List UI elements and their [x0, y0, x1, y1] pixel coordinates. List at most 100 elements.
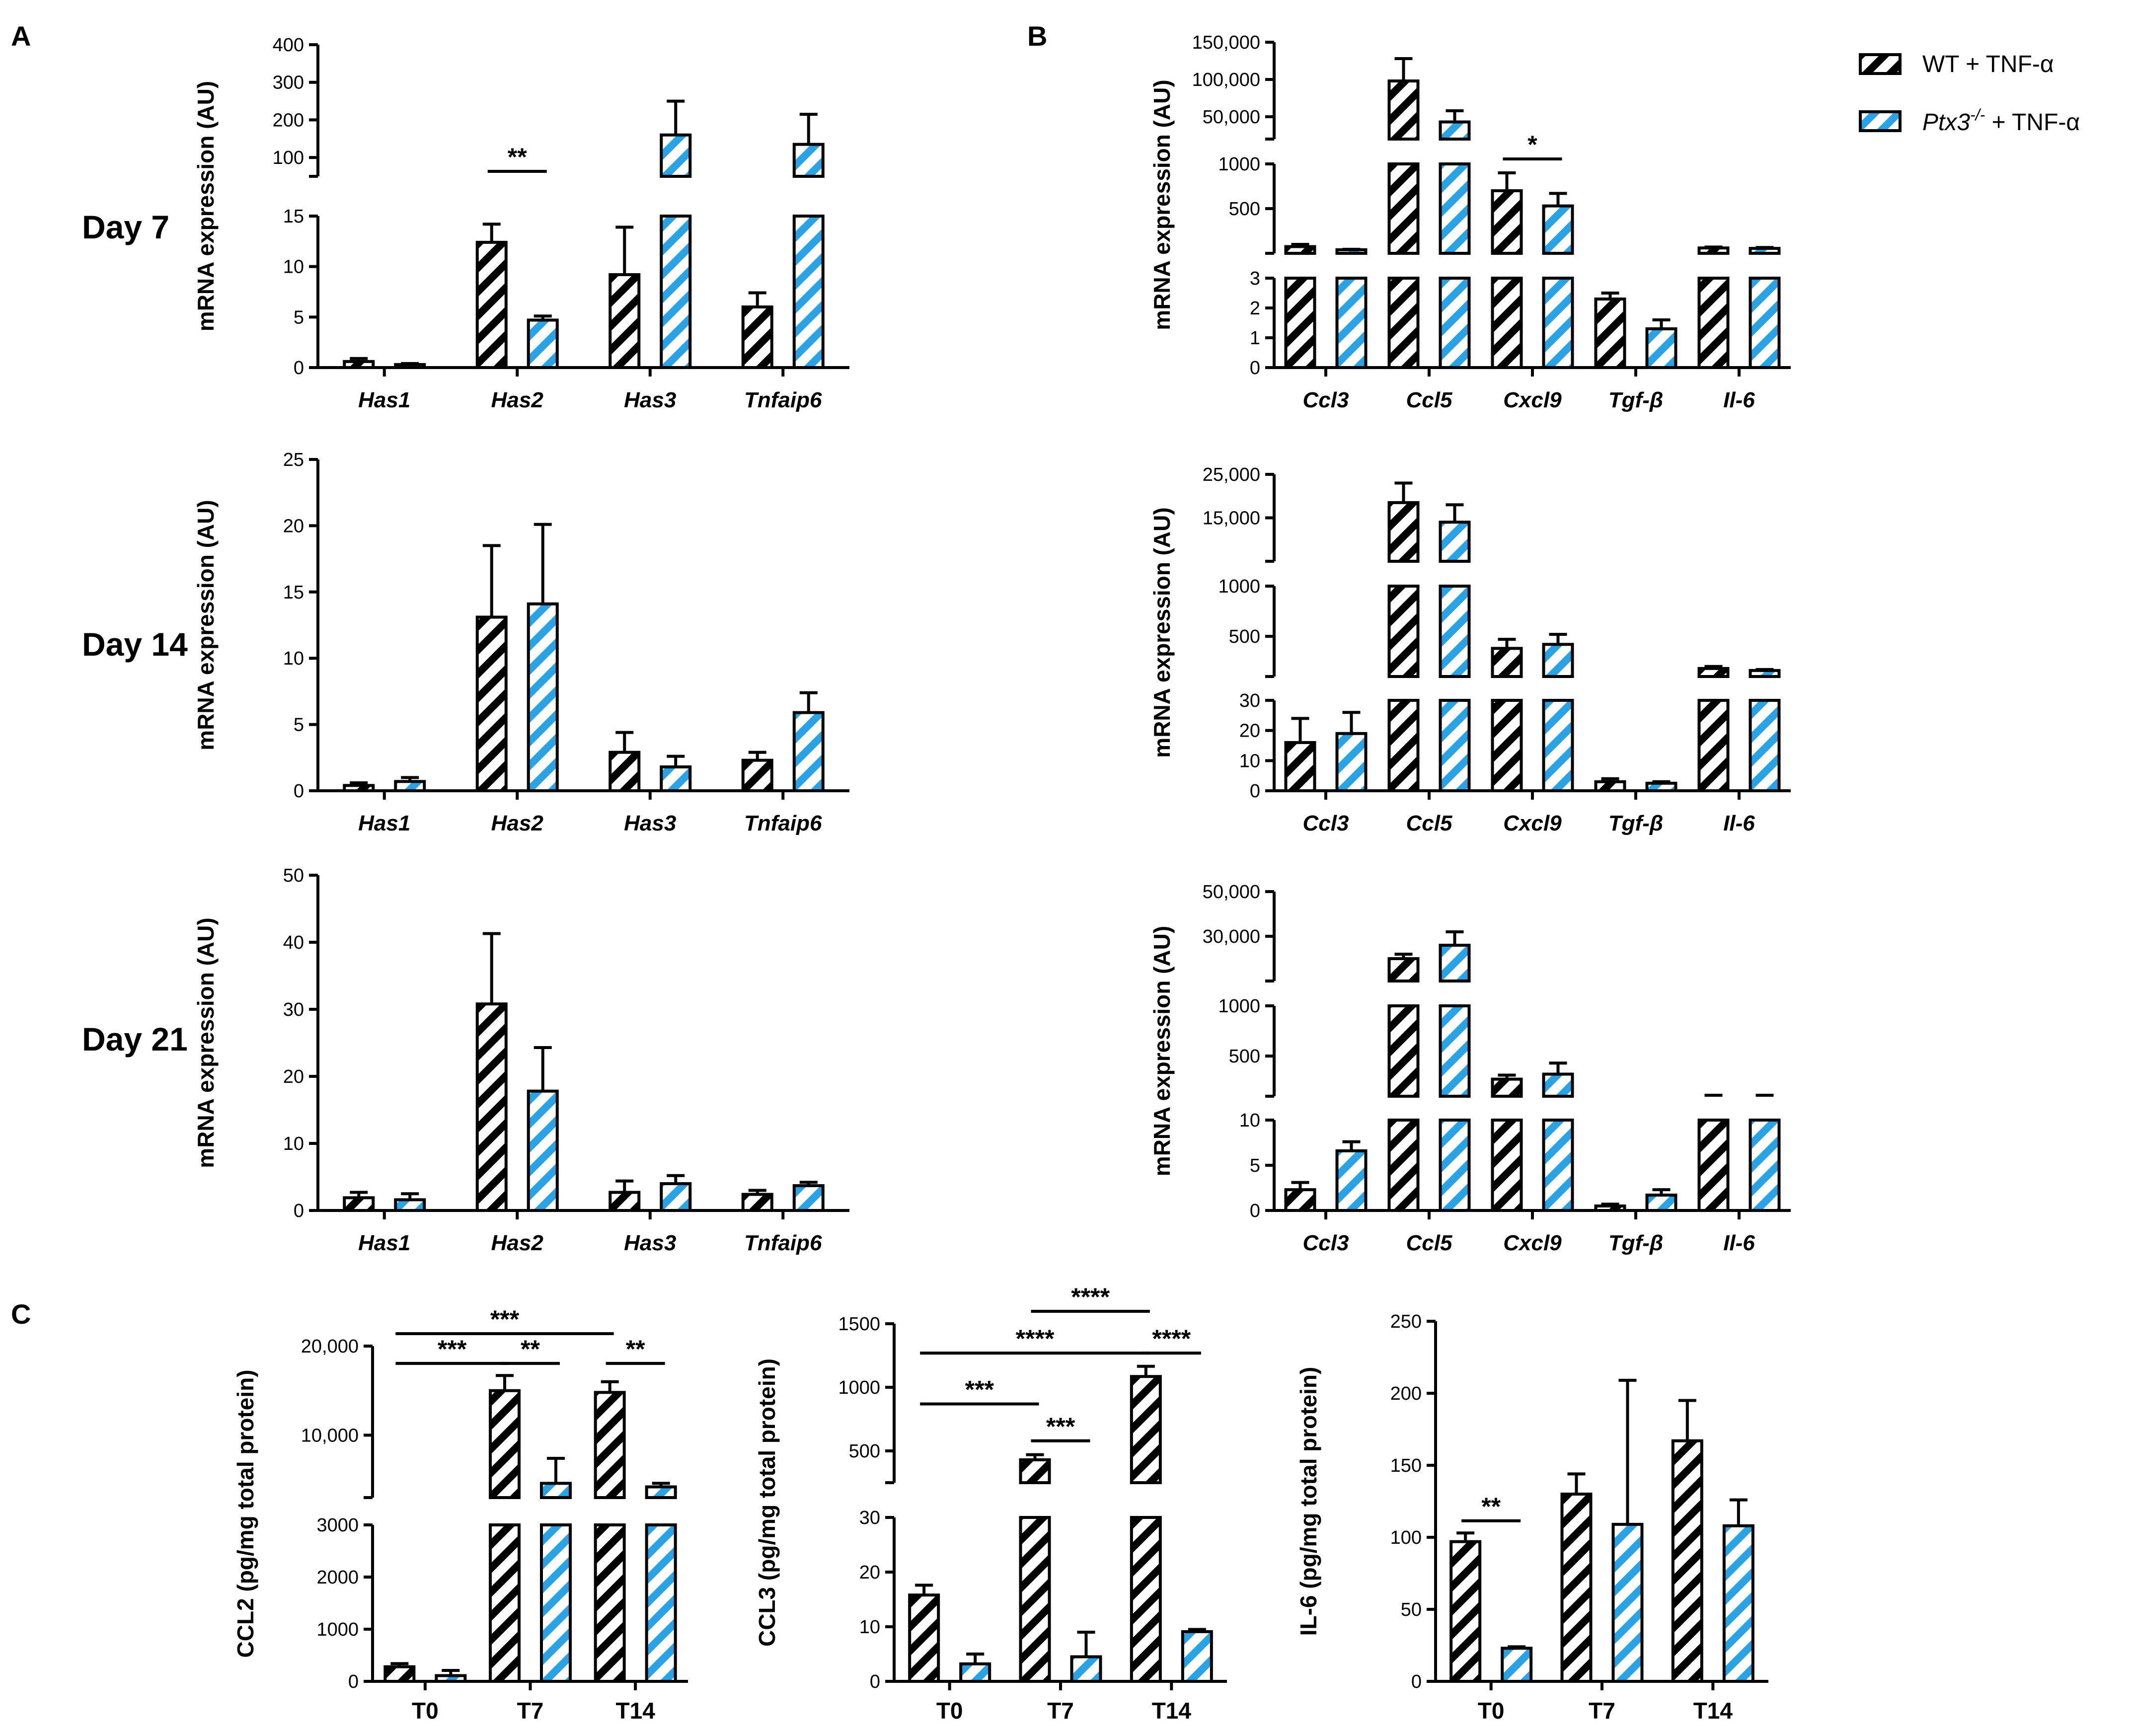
x-tick-label: Tgf-β: [1608, 388, 1663, 412]
y-tick-label: 30: [1239, 690, 1260, 711]
x-tick-label: Ccl3: [1303, 1231, 1349, 1255]
y-tick-label: 10,000: [301, 1425, 359, 1446]
x-tick-label: Has3: [624, 388, 676, 412]
bar-ptx3-t7: [1070, 1655, 1102, 1683]
x-tick-label: Has3: [624, 811, 676, 835]
bar-ptx3-t0: [435, 1674, 467, 1683]
y-axis-title: mRNA expression (AU): [193, 500, 219, 750]
y-tick-label: 30: [283, 999, 304, 1020]
y-tick-label: 500: [1229, 626, 1260, 647]
y-axis-title: CCL3 (pg/mg total protein): [754, 1359, 780, 1647]
y-tick-label: 100: [273, 148, 304, 168]
y-tick-label: 10: [283, 257, 304, 278]
y-tick-label: 20: [1239, 721, 1260, 742]
bar-ptx3-tgf-β: [1645, 781, 1677, 793]
x-tick-label: Has1: [358, 1231, 410, 1255]
y-tick-label: 50: [283, 865, 304, 886]
y-tick-label: 250: [1390, 1311, 1422, 1332]
bar-ptx3-has3: [660, 215, 692, 369]
bar-wt-has3: [609, 273, 641, 370]
bar-ptx3-ccl5: [1439, 585, 1471, 678]
bar-ptx3-cxcl9: [1542, 277, 1574, 369]
bar-ptx3-ccl5: [1439, 944, 1471, 982]
y-tick-label: 30: [859, 1508, 880, 1528]
x-tick-label: Has2: [491, 1231, 544, 1255]
y-tick-label: 500: [1229, 1046, 1260, 1067]
y-axis-title: mRNA expression (AU): [1149, 926, 1175, 1176]
bar-wt-t14: [1130, 1516, 1162, 1683]
y-tick-label: 10: [283, 648, 304, 669]
bar-ptx3-ccl5: [1439, 120, 1471, 141]
bar-ptx3-il-6: [1749, 247, 1781, 255]
bar-wt-tgf-β: [1594, 780, 1626, 793]
bar-ptx3-t14: [645, 1523, 677, 1683]
bar-ptx3-il-6: [1749, 699, 1781, 792]
x-tick-label: Ccl3: [1303, 811, 1349, 835]
y-tick-label: 400: [273, 35, 304, 56]
y-tick-label: 0: [294, 358, 304, 378]
bar-ptx3-t7: [1611, 1522, 1644, 1683]
significance-stars: ****: [1016, 1325, 1055, 1353]
bar-wt-il-6: [1697, 667, 1730, 679]
x-tick-label: T14: [1693, 1698, 1733, 1724]
bar-wt-has1: [343, 784, 375, 793]
bar-ptx3-il-6: [1749, 669, 1781, 679]
bar-wt-t14: [1130, 1375, 1162, 1484]
bar-wt-ccl5: [1387, 1004, 1420, 1098]
significance-stars: **: [521, 1335, 540, 1363]
bar-ptx3-has3: [660, 1182, 692, 1212]
bar-wt-ccl3: [1284, 741, 1316, 793]
y-tick-label: 5: [294, 715, 304, 736]
significance-stars: **: [508, 143, 527, 171]
y-axis-title: IL-6 (pg/mg total protein): [1295, 1367, 1321, 1636]
x-tick-label: Has2: [491, 388, 544, 412]
bar-wt-ccl5: [1387, 162, 1420, 255]
bar-ptx3-tnfaip6: [792, 711, 825, 793]
bar-wt-cxcl9: [1491, 1077, 1523, 1098]
x-tick-label: Ccl3: [1303, 388, 1349, 412]
y-tick-label: 15: [283, 206, 304, 227]
bar-wt-t7: [1019, 1516, 1051, 1683]
y-tick-label: 20: [283, 1066, 304, 1087]
bar-wt-t14: [594, 1523, 626, 1683]
bar-wt-il-6: [1697, 1119, 1730, 1212]
legend-swatch-wt: [1859, 53, 1902, 75]
bar-ptx3-has2: [527, 318, 559, 370]
y-tick-label: 20: [283, 516, 304, 536]
significance-stars: ***: [1046, 1413, 1075, 1440]
bar-wt-ccl3: [1284, 277, 1316, 369]
significance-stars: ***: [490, 1305, 520, 1333]
x-tick-label: Il-6: [1723, 1231, 1755, 1255]
y-tick-label: 200: [1390, 1383, 1422, 1404]
y-axis-title: mRNA expression (AU): [1149, 507, 1175, 757]
bar-wt-cxcl9: [1491, 189, 1523, 255]
bar-wt-ccl3: [1284, 245, 1316, 255]
x-tick-label: Tnfaip6: [744, 1231, 822, 1255]
y-tick-label: 100: [1390, 1527, 1422, 1548]
y-tick-label: 0: [1250, 1201, 1260, 1221]
x-tick-label: Has1: [358, 388, 410, 412]
x-tick-label: Has3: [624, 1231, 676, 1255]
y-tick-label: 150: [1390, 1455, 1422, 1476]
y-tick-label: 10: [283, 1133, 304, 1154]
y-tick-label: 1000: [316, 1619, 359, 1640]
bar-ptx3-cxcl9: [1542, 204, 1574, 255]
significance-stars: *: [1527, 131, 1537, 158]
bar-wt-t7: [489, 1523, 521, 1683]
x-tick-label: Tgf-β: [1608, 811, 1663, 835]
bar-ptx3-tgf-β: [1645, 327, 1677, 369]
y-tick-label: 10: [1239, 751, 1260, 771]
y-tick-label: 2: [1250, 298, 1260, 319]
chart-B-day7: 0 1 2 3 500 1000 50,000 100,000 150,000 mRNA expr…: [1149, 32, 1791, 412]
bar-ptx3-t0: [959, 1662, 991, 1683]
y-tick-label: 50,000: [1203, 882, 1260, 903]
bar-ptx3-ccl3: [1335, 732, 1368, 792]
y-tick-label: 3: [1250, 268, 1260, 289]
bar-wt-t0: [908, 1593, 940, 1683]
x-tick-label: Cxcl9: [1503, 388, 1562, 412]
bar-wt-cxcl9: [1491, 1119, 1523, 1212]
bar-ptx3-tgf-β: [1645, 1194, 1677, 1212]
panel-label-a: A: [11, 20, 31, 52]
bar-wt-il-6: [1697, 277, 1730, 369]
